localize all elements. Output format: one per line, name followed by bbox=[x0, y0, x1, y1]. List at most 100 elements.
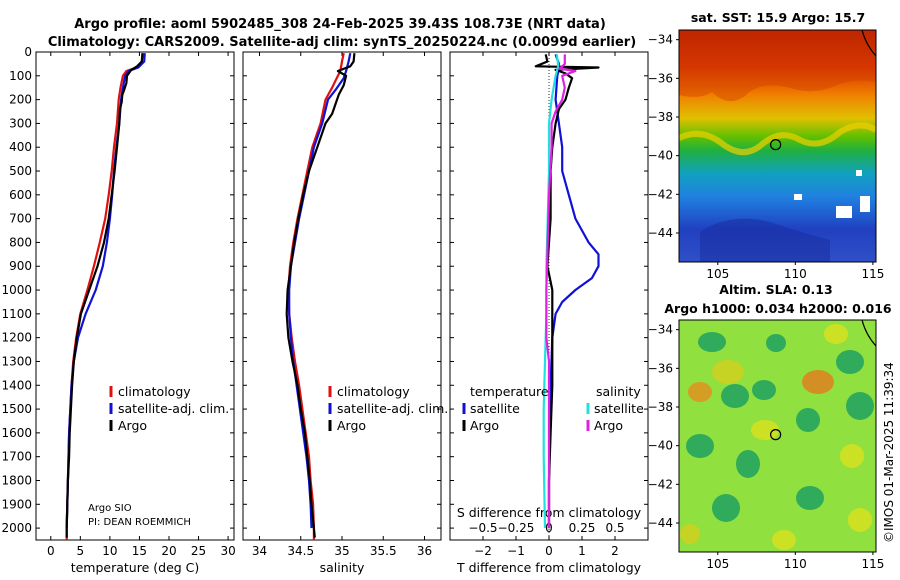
sla-eddy bbox=[796, 486, 824, 510]
y-tick-label: 600 bbox=[9, 188, 32, 202]
sla-eddy bbox=[680, 524, 700, 544]
x-tick-label: 0 bbox=[47, 544, 55, 558]
legend-climatology-label: climatology bbox=[118, 384, 191, 399]
x-tick-label: 10 bbox=[102, 544, 117, 558]
x2-tick-label: 0.25 bbox=[569, 521, 596, 535]
sla-eddy bbox=[752, 380, 776, 400]
x-tick-label: 2 bbox=[611, 544, 619, 558]
sla-eddy bbox=[796, 408, 820, 432]
sla-map-axes: 105 110 115 −34 −36 −38 −40 −42 −44 bbox=[648, 323, 885, 571]
y-tick-label: 1200 bbox=[1, 331, 32, 345]
legend-t-satellite-label: satellite bbox=[470, 401, 520, 416]
x-tick-label: 35 bbox=[334, 544, 349, 558]
y-tick-label: 1000 bbox=[1, 283, 32, 297]
sla-eddy bbox=[846, 392, 874, 420]
sst-coastline bbox=[861, 30, 876, 57]
difference-xlabel: T difference from climatology bbox=[456, 560, 642, 575]
legend-climatology-label: climatology bbox=[337, 384, 410, 399]
sla-map bbox=[679, 320, 876, 552]
x-tick-label: −1 bbox=[507, 544, 525, 558]
sla-eddy bbox=[772, 530, 796, 550]
map-x-tick-label: 115 bbox=[861, 267, 884, 281]
y-tick-label: 400 bbox=[9, 140, 32, 154]
sst-cloud-mask bbox=[856, 170, 862, 176]
map-y-tick-label: −42 bbox=[648, 187, 673, 201]
y-tick-label: 700 bbox=[9, 212, 32, 226]
credit-agency: Argo SIO bbox=[88, 503, 132, 514]
sla-eddy bbox=[836, 350, 864, 374]
sla-map-title-line1: Altim. SLA: 0.13 bbox=[719, 282, 832, 297]
legend-s-satellite-label: satellite bbox=[594, 401, 644, 416]
map-y-tick-label: −40 bbox=[648, 439, 673, 453]
sst-front bbox=[679, 122, 876, 155]
legend-argo-label: Argo bbox=[337, 418, 366, 433]
legend-satellite-label: satellite-adj. clim. bbox=[118, 401, 229, 416]
sst-map bbox=[679, 30, 876, 262]
sst-map-title: sat. SST: 15.9 Argo: 15.7 bbox=[691, 10, 865, 25]
x2-tick-label: 0.5 bbox=[605, 521, 624, 535]
map-y-tick-label: −36 bbox=[648, 71, 673, 85]
x-tick-label: 15 bbox=[132, 544, 147, 558]
sst-cloud-mask bbox=[860, 196, 870, 212]
sst-map-frame bbox=[678, 29, 877, 263]
y-tick-label: 1100 bbox=[1, 307, 32, 321]
map-x-tick-label: 105 bbox=[706, 267, 729, 281]
y-tick-label: 800 bbox=[9, 235, 32, 249]
map-y-tick-label: −42 bbox=[648, 477, 673, 491]
argo-position-marker bbox=[770, 429, 782, 441]
difference-panel: −2 −1 0 1 2 T difference from climatology −0.5… bbox=[449, 51, 649, 575]
x-tick-label: 34 bbox=[252, 544, 267, 558]
figure-title-line1: Argo profile: aoml 5902485_308 24-Feb-20… bbox=[74, 17, 606, 32]
temperature-panel: 0 5 10 15 20 25 30 temperature (deg C) 0 100 200 30… bbox=[1, 45, 235, 575]
salinity-xlabel: salinity bbox=[320, 560, 365, 575]
y-tick-label: 2000 bbox=[1, 521, 32, 535]
x-tick-label: 0 bbox=[545, 544, 553, 558]
map-y-tick-label: −38 bbox=[648, 110, 673, 124]
legend-argo-label: Argo bbox=[118, 418, 147, 433]
y-tick-label: 1700 bbox=[1, 450, 32, 464]
temperature-axes-frame bbox=[35, 51, 235, 541]
y-tick-label: 1800 bbox=[1, 473, 32, 487]
temperature-xlabel: temperature (deg C) bbox=[71, 560, 200, 575]
argo-position-marker bbox=[770, 139, 782, 151]
sst-map-axes: 105 110 115 −34 −36 −38 −40 −42 −44 bbox=[648, 33, 885, 281]
y-tick-label: 900 bbox=[9, 259, 32, 273]
difference-legend: temperature salinity satellite Argo sate… bbox=[462, 384, 644, 433]
sla-eddy bbox=[686, 434, 714, 458]
sla-eddy bbox=[802, 370, 834, 394]
salinity-axes-frame bbox=[242, 51, 442, 541]
legend-t-argo-label: Argo bbox=[470, 418, 499, 433]
y-tick-label: 500 bbox=[9, 164, 32, 178]
sst-cloud-mask bbox=[794, 194, 802, 200]
y-tick-label: 100 bbox=[9, 69, 32, 83]
sla-eddy bbox=[712, 360, 744, 384]
x2-tick-label: −0.25 bbox=[498, 521, 535, 535]
series-line-argo bbox=[65, 53, 144, 538]
x-tick-label: 1 bbox=[578, 544, 586, 558]
credit-pi: PI: DEAN ROEMMICH bbox=[88, 517, 191, 528]
map-y-tick-label: −44 bbox=[648, 226, 673, 240]
x-tick-label: 34.5 bbox=[287, 544, 314, 558]
sla-eddy bbox=[824, 324, 848, 344]
salinity-legend: climatology satellite-adj. clim. Argo bbox=[328, 384, 448, 433]
x2-tick-label: −0.5 bbox=[468, 521, 497, 535]
series-line-argo bbox=[285, 53, 356, 538]
series-line-s-argo bbox=[545, 54, 577, 529]
x-tick-label: 35.5 bbox=[370, 544, 397, 558]
y-tick-label: 1300 bbox=[1, 354, 32, 368]
map-x-tick-label: 115 bbox=[861, 557, 884, 571]
x-tick-label: 5 bbox=[77, 544, 85, 558]
series-line-t-satellite bbox=[547, 54, 600, 529]
x-tick-label: −2 bbox=[474, 544, 492, 558]
map-y-tick-label: −38 bbox=[648, 400, 673, 414]
x-tick-label: 30 bbox=[220, 544, 235, 558]
map-y-tick-label: −36 bbox=[648, 361, 673, 375]
sla-eddies bbox=[680, 324, 874, 550]
sla-eddy bbox=[712, 494, 740, 522]
x-tick-label: 25 bbox=[191, 544, 206, 558]
sst-warm-lobe bbox=[679, 30, 876, 102]
legend-header-temperature: temperature bbox=[470, 384, 549, 399]
y-tick-label: 0 bbox=[24, 45, 32, 59]
y-tick-label: 200 bbox=[9, 93, 32, 107]
